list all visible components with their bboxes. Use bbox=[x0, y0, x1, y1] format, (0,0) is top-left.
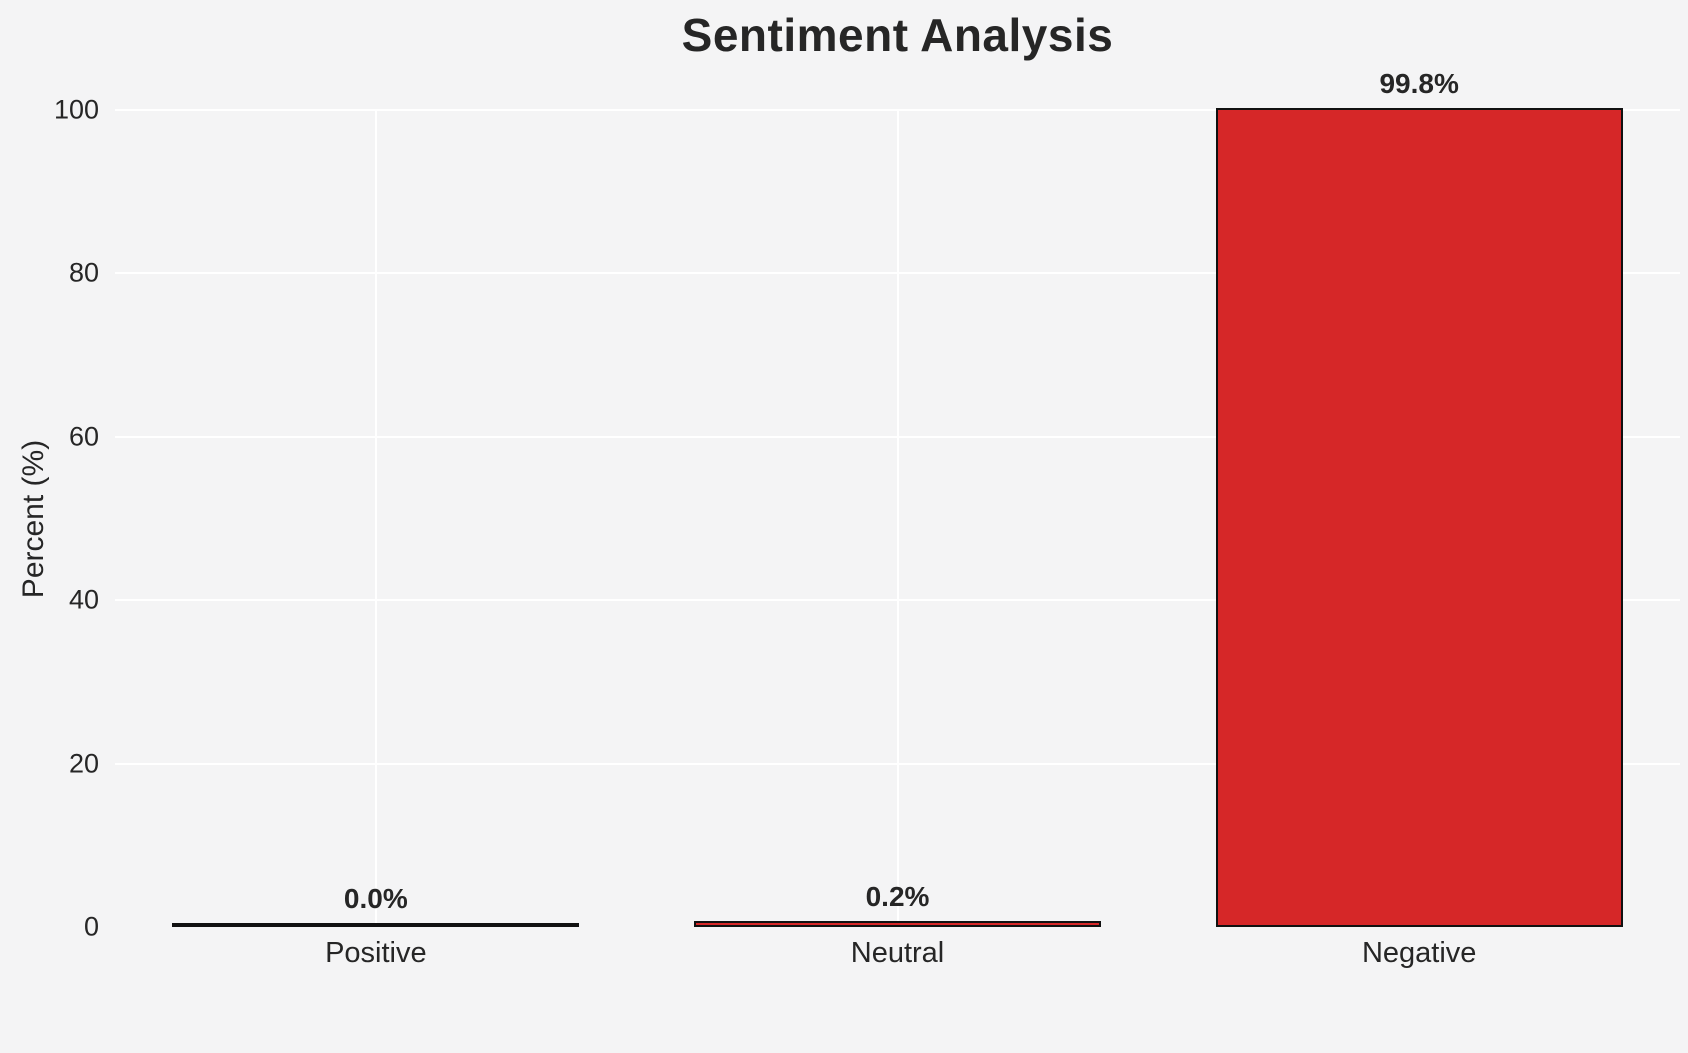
category-cell-positive: 0.0% Positive bbox=[115, 110, 637, 969]
bar-positive bbox=[172, 923, 580, 927]
bar-negative bbox=[1215, 107, 1623, 927]
category-cell-negative: 99.8% Negative bbox=[1158, 69, 1680, 969]
y-tick-40: 40 bbox=[68, 584, 99, 615]
y-tick-60: 60 bbox=[68, 421, 99, 452]
bar-neutral bbox=[694, 921, 1101, 927]
vertical-gridline bbox=[374, 110, 377, 927]
x-tick-neutral: Neutral bbox=[850, 937, 945, 969]
plot-area: 0 20 40 60 80 100 0.0% Positive 0.2% Neu… bbox=[54, 69, 1680, 969]
bar-value-neutral: 0.2% bbox=[865, 881, 930, 913]
y-tick-100: 100 bbox=[53, 94, 99, 125]
y-tick-0: 0 bbox=[83, 911, 99, 942]
vertical-gridline bbox=[896, 110, 899, 927]
chart-title: Sentiment Analysis bbox=[681, 9, 1114, 61]
bar-cells: 0.0% Positive 0.2% Neutral 99.8% Negativ… bbox=[115, 69, 1680, 969]
y-axis-label: Percent (%) bbox=[17, 439, 50, 599]
category-cell-neutral: 0.2% Neutral bbox=[637, 110, 1159, 969]
bar-value-negative: 99.8% bbox=[1379, 67, 1459, 99]
bar-value-positive: 0.0% bbox=[343, 883, 408, 914]
y-tick-20: 20 bbox=[68, 748, 99, 779]
y-tick-80: 80 bbox=[68, 257, 99, 288]
x-tick-positive: Positive bbox=[325, 937, 427, 969]
x-tick-negative: Negative bbox=[1361, 937, 1477, 969]
